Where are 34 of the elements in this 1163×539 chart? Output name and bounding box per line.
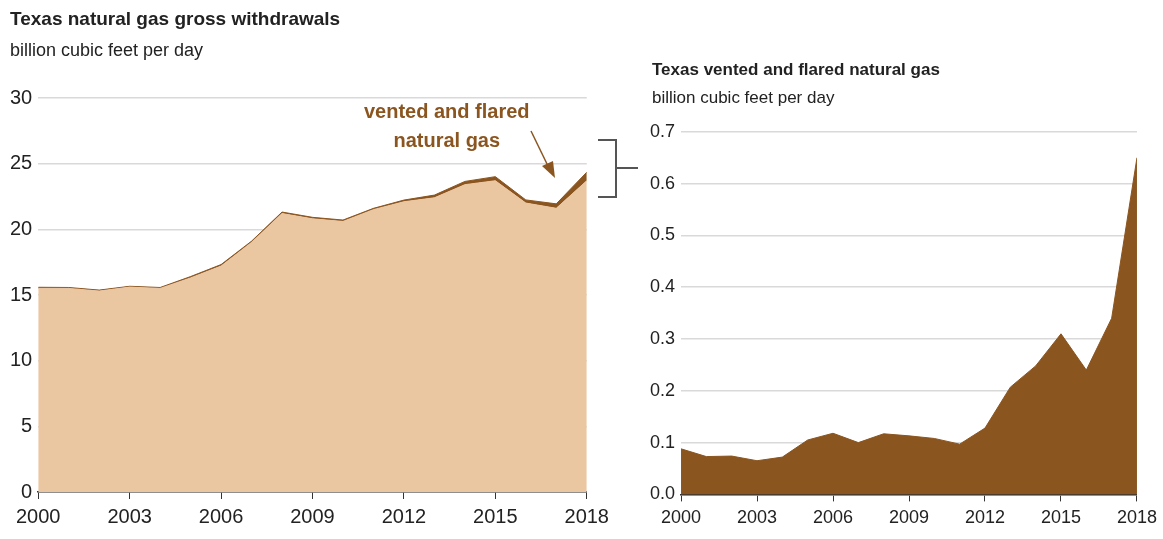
y-tick-label: 0.6	[649, 172, 676, 193]
x-tick-label: 2018	[1116, 507, 1157, 528]
y-tick-label: 0.1	[649, 431, 676, 452]
y-tick-label: 15	[10, 282, 33, 305]
y-tick-label: 5	[21, 413, 33, 436]
chart-subtitle: billion cubic feet per day	[10, 40, 204, 61]
text: vented and flared natural gas	[363, 99, 530, 151]
x-tick-label: 2000	[16, 504, 61, 527]
x-tick-label: 2009	[888, 507, 930, 528]
y-tick-label: 25	[10, 151, 33, 174]
x-tick-label: 2015	[1040, 507, 1082, 528]
x-tick-label: 2000	[661, 507, 702, 528]
y-tick-label: 0.3	[649, 327, 676, 348]
x-tick-label: 2009	[290, 504, 335, 527]
x-tick-label: 2003	[736, 507, 778, 528]
y-tick-label: 10	[10, 348, 33, 371]
y-tick-label: 0.5	[649, 224, 676, 245]
chart-title: Texas natural gas gross withdrawals	[10, 8, 341, 30]
x-tick-label: 2018	[564, 504, 609, 527]
y-tick-label: 0.4	[649, 276, 676, 297]
y-tick-label: 30	[10, 85, 33, 108]
chart-subtitle: billion cubic feet per day	[652, 88, 835, 108]
y-tick-label: 0.2	[649, 379, 676, 400]
x-tick-label: 2015	[473, 504, 518, 527]
x-tick-label: 2006	[812, 507, 854, 528]
y-tick-label: 0.7	[649, 120, 676, 141]
x-tick-label: 2003	[107, 504, 152, 527]
y-tick-label: 20	[10, 216, 33, 239]
x-tick-label: 2006	[198, 504, 244, 527]
x-tick-label: 2012	[381, 504, 427, 527]
x-tick-label: 2012	[964, 507, 1006, 528]
y-tick-label: 0.0	[649, 483, 676, 504]
y-tick-label: 0	[21, 479, 33, 502]
chart-title: Texas vented and flared natural gas	[652, 60, 940, 80]
